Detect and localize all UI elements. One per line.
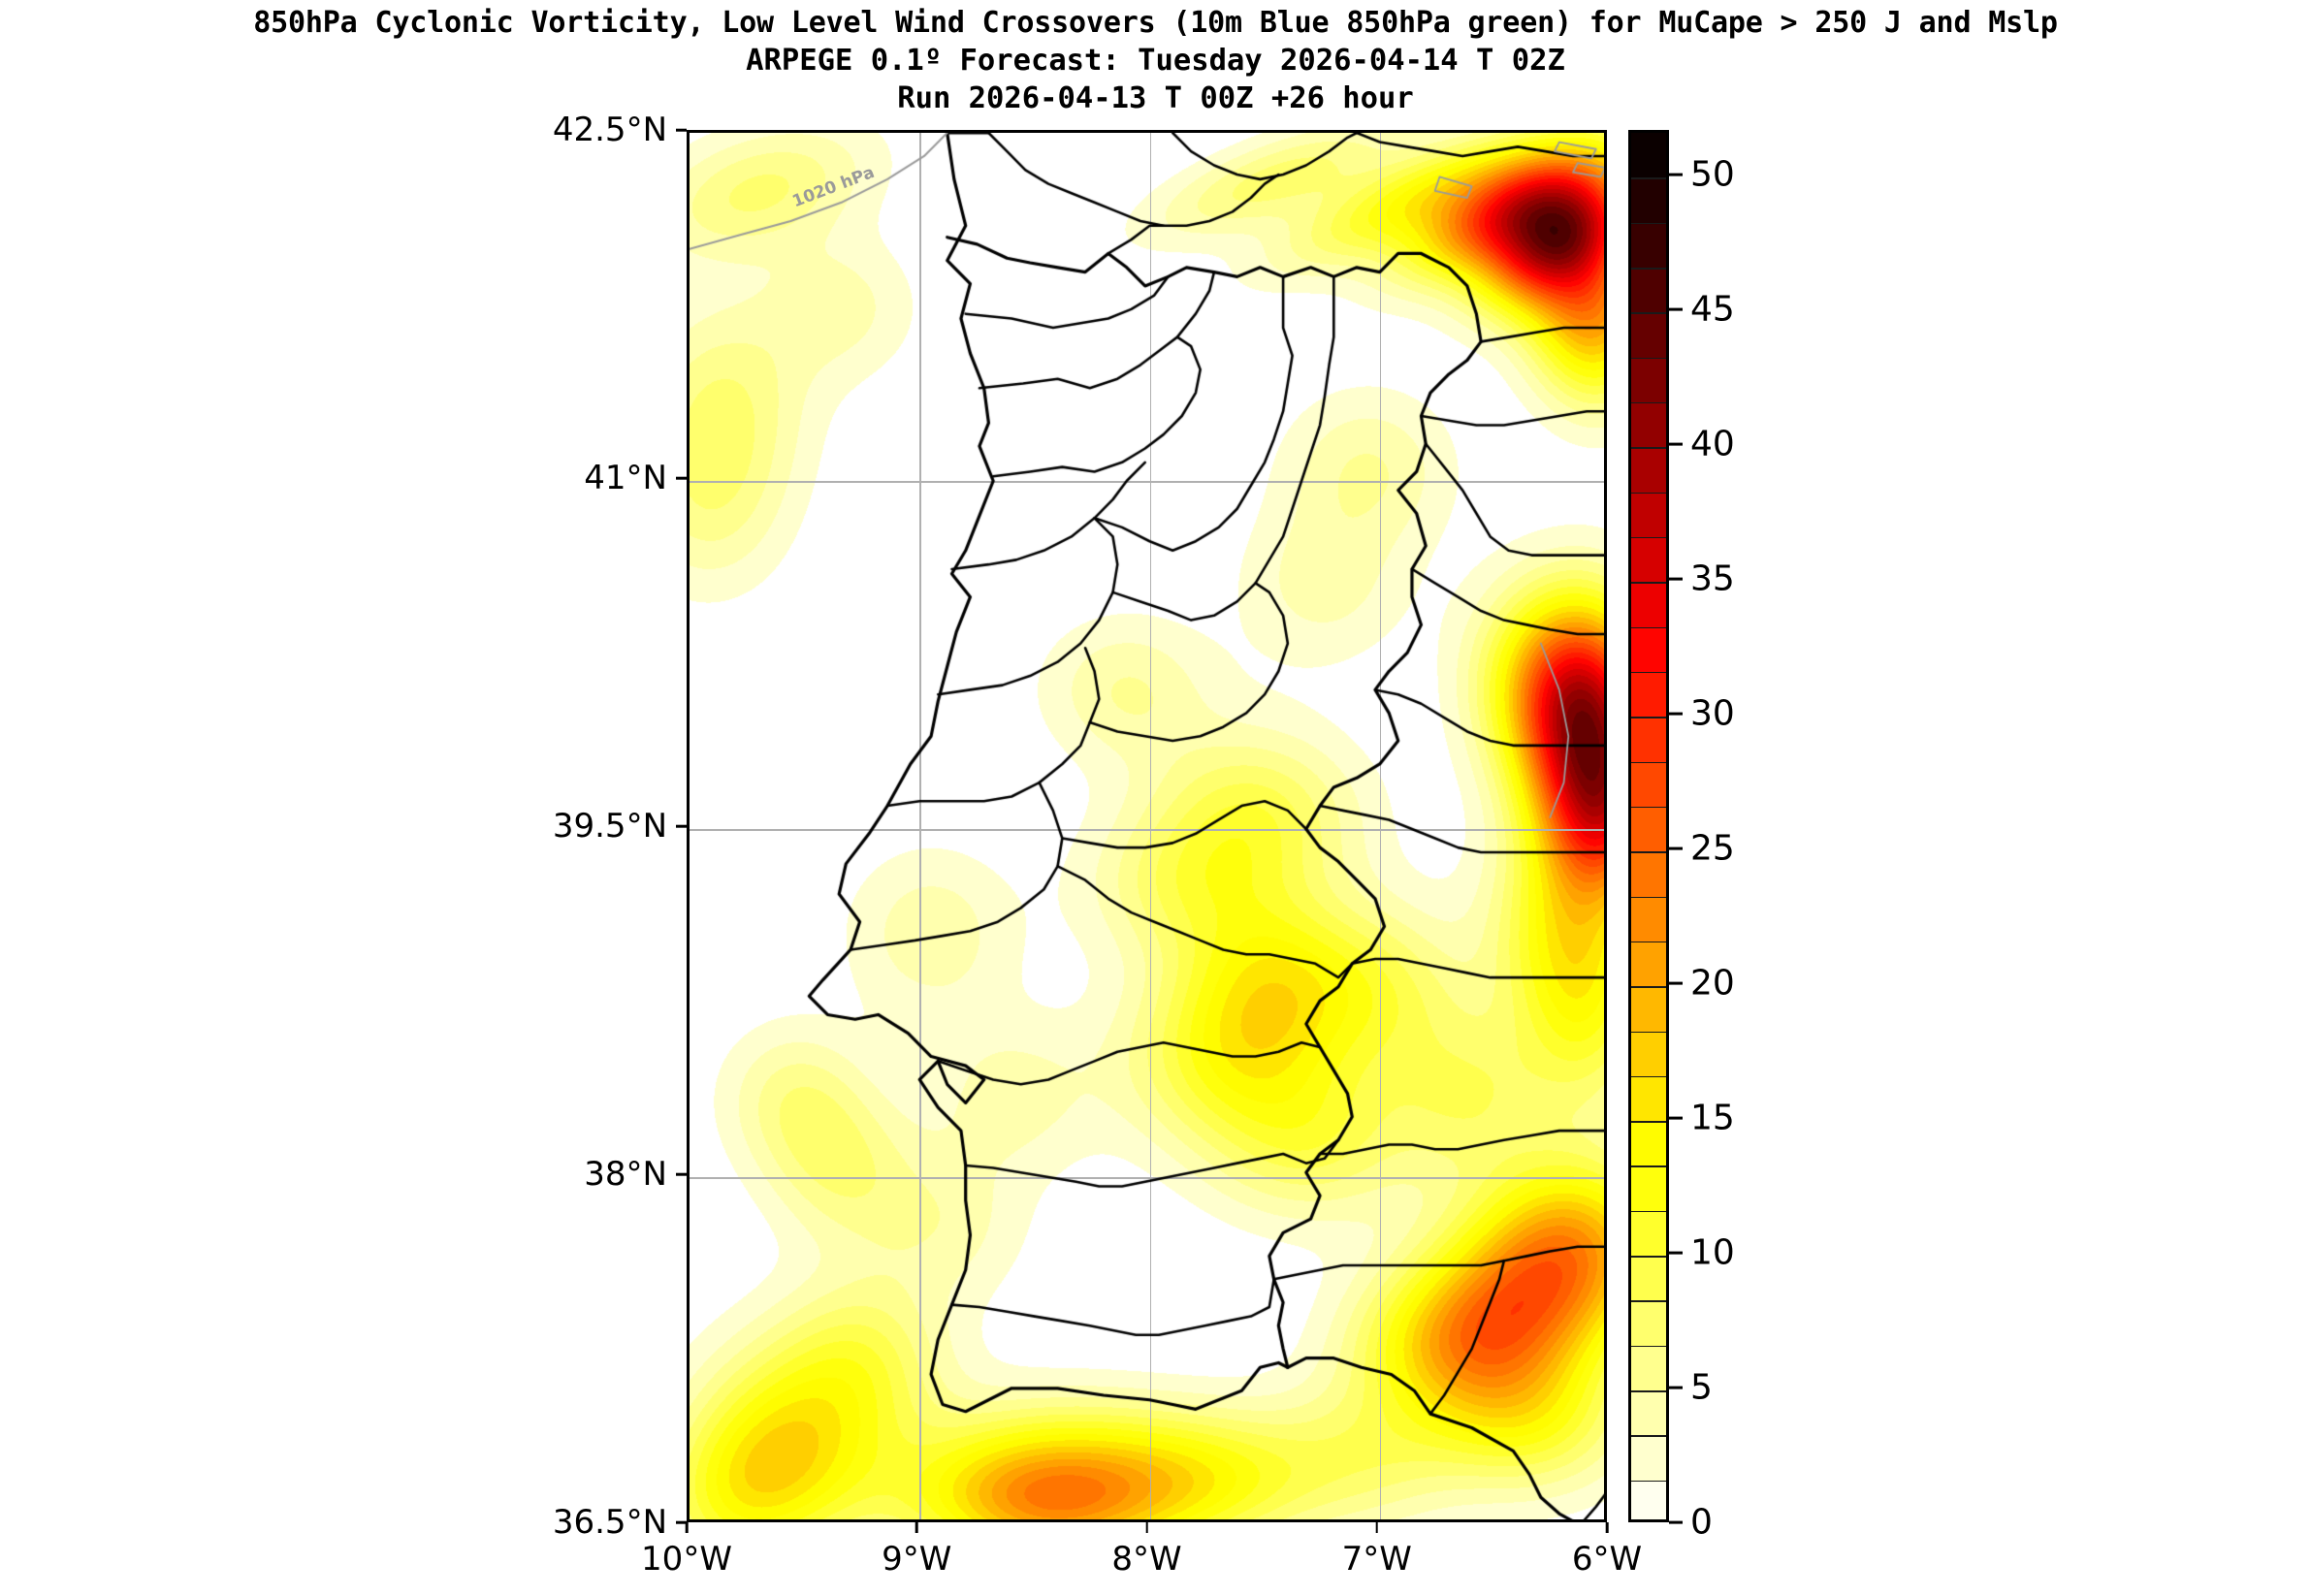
colorbar-tickmark [1669, 846, 1683, 850]
y-tickmark [676, 476, 687, 480]
x-tickmark [1145, 1522, 1148, 1533]
y-ticklabel: 42.5°N [552, 111, 667, 149]
colorbar-tickmark [1669, 307, 1683, 311]
x-ticklabel: 10°W [641, 1540, 732, 1579]
colorbar-tickmark [1669, 981, 1683, 985]
chart-subtitle: ARPEGE 0.1º Forecast: Tuesday 2026-04-14… [746, 43, 1565, 78]
colorbar-ticklabel: 5 [1690, 1367, 1713, 1408]
y-tickmark [676, 1520, 687, 1524]
y-ticklabel: 39.5°N [552, 807, 667, 846]
y-ticklabel: 36.5°N [552, 1503, 667, 1542]
y-tickmark [676, 1172, 687, 1176]
x-ticklabel: 8°W [1111, 1540, 1182, 1579]
colorbar-ticklabel: 40 [1690, 424, 1735, 464]
page-title: 850hPa Cyclonic Vorticity, Low Level Win… [253, 6, 2058, 40]
chart-title-block: 850hPa Cyclonic Vorticity, Low Level Win… [0, 0, 2311, 116]
x-tickmark [1605, 1522, 1609, 1533]
colorbar-ticklabel: 50 [1690, 154, 1735, 195]
colorbar-tickmark [1669, 174, 1683, 176]
colorbar-ticklabel: 45 [1690, 289, 1735, 330]
x-ticklabel: 9°W [882, 1540, 952, 1579]
colorbar-tickmark [1669, 1520, 1683, 1524]
colorbar-ticklabel: 20 [1690, 963, 1735, 1004]
colorbar-tickmark [1669, 1251, 1683, 1255]
colorbar-tickmark [1669, 442, 1683, 446]
colorbar-tickmark [1669, 712, 1683, 716]
colorbar[interactable]: 0 5 10 15 20 25 30 35 40 45 50 [1628, 130, 1735, 1543]
coastline-borders-layer [690, 133, 1604, 1519]
colorbar-ticklabel: 25 [1690, 828, 1735, 869]
colorbar-ticklabel: 10 [1690, 1232, 1735, 1273]
y-tickmark [676, 824, 687, 828]
colorbar-tickmark [1669, 577, 1683, 581]
colorbar-ticklabel: 35 [1690, 559, 1735, 599]
colorbar-ticks: 0 5 10 15 20 25 30 35 40 45 50 [1669, 130, 1921, 1543]
x-tickmark [685, 1522, 689, 1533]
colorbar-tickmark [1669, 1386, 1683, 1389]
colorbar-tickmark [1669, 1116, 1683, 1120]
x-ticklabel: 7°W [1341, 1540, 1412, 1579]
colorbar-ticklabel: 30 [1690, 693, 1735, 734]
map-plot-area[interactable]: 1020 hPa [687, 130, 1607, 1522]
y-ticklabel: 41°N [584, 459, 667, 497]
x-tickmark [915, 1522, 918, 1533]
x-tickmark [1375, 1522, 1379, 1533]
chart-run-info: Run 2026-04-13 T 00Z +26 hour [897, 80, 1414, 115]
colorbar-ticklabel: 0 [1690, 1502, 1713, 1543]
y-ticklabel: 38°N [584, 1155, 667, 1194]
colorbar-ticklabel: 15 [1690, 1098, 1735, 1138]
y-tickmark [676, 128, 687, 132]
colorbar-gradient [1628, 130, 1669, 1522]
x-ticklabel: 6°W [1571, 1540, 1643, 1579]
